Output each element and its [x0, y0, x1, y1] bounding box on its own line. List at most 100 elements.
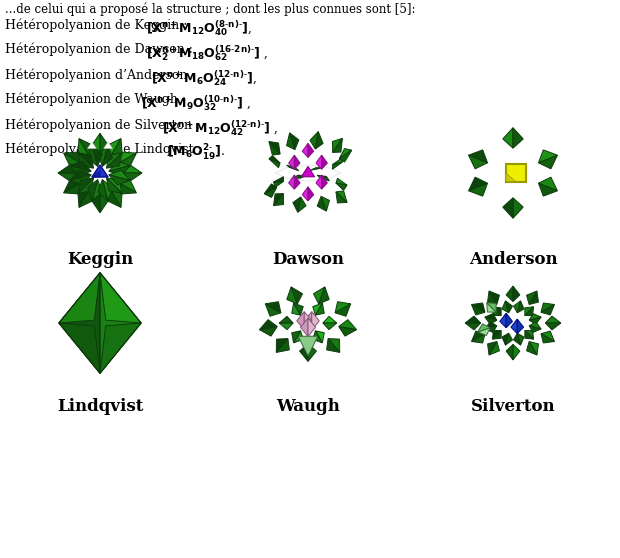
Text: Hétéropolyanion d’Anderson :: Hétéropolyanion d’Anderson : [5, 68, 200, 81]
Polygon shape [100, 273, 141, 323]
Polygon shape [465, 323, 480, 330]
Polygon shape [100, 133, 109, 157]
Polygon shape [332, 158, 342, 165]
Polygon shape [336, 179, 347, 185]
Text: $\mathbf{[X_2^{n+}M_{18}O_{62}^{(16\text{-}2n)\text{-}}]}$ ,: $\mathbf{[X_2^{n+}M_{18}O_{62}^{(16\text… [146, 43, 268, 62]
Polygon shape [538, 155, 557, 169]
Polygon shape [259, 326, 277, 336]
Polygon shape [269, 156, 280, 163]
Polygon shape [316, 175, 322, 189]
Polygon shape [100, 273, 141, 373]
Polygon shape [314, 287, 325, 304]
Polygon shape [502, 333, 508, 345]
Polygon shape [264, 187, 277, 198]
Polygon shape [273, 194, 283, 205]
FancyBboxPatch shape [506, 164, 526, 182]
Polygon shape [59, 323, 100, 373]
Polygon shape [79, 138, 93, 159]
Polygon shape [109, 166, 130, 176]
Polygon shape [529, 341, 538, 355]
Polygon shape [269, 159, 280, 168]
Polygon shape [308, 143, 314, 157]
Polygon shape [294, 331, 303, 343]
Polygon shape [279, 323, 293, 330]
Text: Hétéropolyanion de Dawson :: Hétéropolyanion de Dawson : [5, 43, 197, 56]
Polygon shape [336, 183, 347, 190]
Polygon shape [332, 138, 342, 152]
Polygon shape [304, 312, 312, 330]
Polygon shape [505, 333, 513, 345]
Polygon shape [506, 344, 513, 360]
Polygon shape [100, 189, 109, 213]
Polygon shape [517, 319, 523, 334]
Polygon shape [107, 153, 122, 168]
Polygon shape [502, 301, 508, 313]
Polygon shape [286, 133, 295, 150]
Polygon shape [87, 146, 97, 166]
Polygon shape [316, 132, 323, 149]
Polygon shape [511, 319, 517, 334]
Polygon shape [339, 150, 352, 162]
Polygon shape [322, 175, 327, 189]
Polygon shape [265, 302, 281, 313]
Polygon shape [308, 187, 314, 201]
Polygon shape [529, 314, 541, 320]
Text: ...de celui qui a proposé la structure ; dont les plus connues sont [5]:: ...de celui qui a proposé la structure ;… [5, 2, 415, 16]
Polygon shape [116, 152, 136, 165]
Polygon shape [70, 175, 91, 185]
Polygon shape [107, 138, 121, 159]
Polygon shape [91, 133, 100, 157]
Polygon shape [487, 302, 496, 312]
Polygon shape [291, 287, 303, 304]
Polygon shape [546, 323, 561, 330]
Text: Silverton: Silverton [471, 398, 556, 415]
Polygon shape [79, 187, 93, 208]
Polygon shape [317, 175, 326, 179]
Polygon shape [321, 196, 329, 211]
Polygon shape [525, 330, 534, 339]
Text: Hétéropolyanion de Lindqvist :: Hétéropolyanion de Lindqvist : [5, 143, 210, 156]
Polygon shape [505, 301, 513, 313]
Polygon shape [506, 173, 516, 182]
Polygon shape [517, 333, 524, 345]
Polygon shape [303, 143, 308, 157]
Polygon shape [538, 183, 557, 196]
Polygon shape [316, 167, 323, 169]
Polygon shape [279, 316, 293, 323]
Polygon shape [275, 165, 341, 181]
Polygon shape [109, 187, 122, 208]
Polygon shape [308, 343, 316, 362]
Polygon shape [339, 326, 356, 336]
Polygon shape [513, 344, 520, 360]
Polygon shape [269, 142, 280, 155]
Text: Waugh: Waugh [276, 398, 340, 415]
Text: Keggin: Keggin [67, 251, 133, 268]
Polygon shape [107, 153, 122, 168]
Polygon shape [525, 307, 534, 315]
Polygon shape [298, 175, 306, 178]
Polygon shape [58, 164, 82, 173]
Polygon shape [259, 320, 277, 330]
Polygon shape [339, 320, 356, 330]
Polygon shape [487, 291, 497, 305]
Polygon shape [98, 180, 108, 200]
Polygon shape [87, 142, 96, 148]
Polygon shape [485, 314, 497, 320]
Polygon shape [469, 155, 487, 169]
Polygon shape [332, 138, 342, 152]
Polygon shape [316, 331, 324, 343]
Polygon shape [287, 287, 298, 304]
Polygon shape [465, 316, 480, 323]
Polygon shape [293, 197, 301, 212]
Polygon shape [487, 302, 496, 312]
Text: Dawson: Dawson [272, 251, 344, 268]
Polygon shape [78, 138, 91, 159]
Polygon shape [277, 339, 288, 353]
Polygon shape [310, 168, 318, 170]
Polygon shape [116, 179, 136, 193]
Polygon shape [297, 312, 304, 330]
Polygon shape [316, 303, 324, 315]
Polygon shape [301, 166, 314, 177]
Polygon shape [70, 166, 91, 176]
Polygon shape [319, 287, 329, 304]
